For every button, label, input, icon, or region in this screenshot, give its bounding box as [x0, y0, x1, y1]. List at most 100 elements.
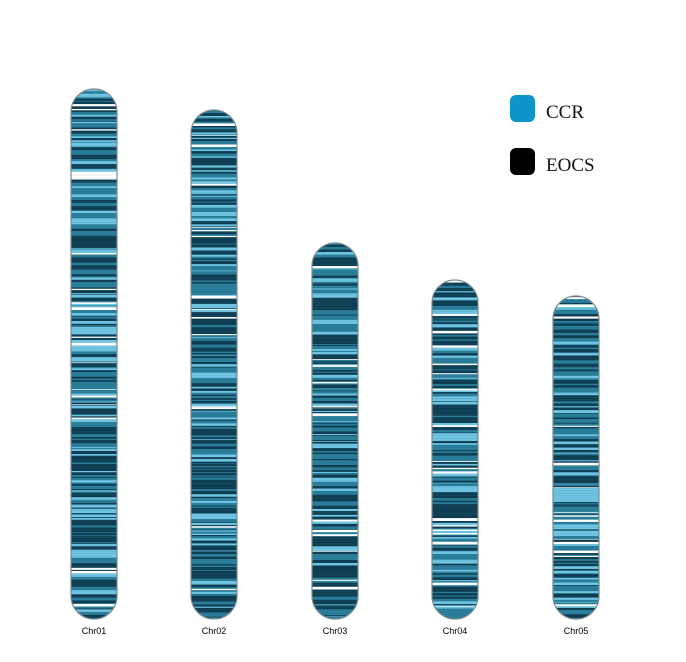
band: [71, 206, 117, 207]
band: [71, 499, 117, 502]
band: [553, 516, 599, 520]
band: [432, 353, 478, 356]
band: [71, 514, 117, 518]
band: [71, 147, 117, 148]
band: [191, 527, 237, 530]
band: [71, 485, 117, 488]
band: [553, 352, 599, 356]
band: [191, 241, 237, 244]
band: [432, 427, 478, 429]
band: [71, 451, 117, 455]
band: [312, 443, 358, 446]
band: [312, 351, 358, 355]
band: [71, 504, 117, 506]
band: [553, 487, 599, 489]
band: [71, 459, 117, 461]
band: [71, 305, 117, 307]
band: [312, 604, 358, 606]
band: [553, 595, 599, 597]
band: [191, 356, 237, 359]
band: [553, 524, 599, 528]
band: [312, 381, 358, 384]
band: [71, 594, 117, 597]
band: [191, 167, 237, 169]
band: [191, 434, 237, 436]
band: [312, 509, 358, 512]
band: [191, 113, 237, 116]
band: [553, 580, 599, 583]
band: [71, 146, 117, 148]
band: [71, 363, 117, 365]
band: [191, 492, 237, 495]
band: [191, 551, 237, 554]
band: [71, 336, 117, 338]
band: [71, 210, 117, 214]
band: [71, 106, 117, 109]
band: [312, 570, 358, 572]
band: [71, 417, 117, 420]
band: [191, 435, 237, 438]
band: [71, 611, 117, 615]
band: [432, 303, 478, 306]
band: [191, 340, 237, 343]
band: [432, 430, 478, 433]
band: [191, 615, 237, 617]
band: [312, 514, 358, 517]
band: [432, 311, 478, 315]
band: [71, 519, 117, 521]
band: [191, 535, 237, 537]
band: [191, 559, 237, 562]
band: [191, 235, 237, 238]
band: [71, 201, 117, 203]
band: [432, 378, 478, 380]
band: [312, 589, 358, 592]
band: [432, 480, 478, 483]
band: [312, 247, 358, 250]
band: [432, 552, 478, 555]
band: [191, 308, 237, 309]
band: [432, 514, 478, 517]
band: [432, 428, 478, 431]
band: [312, 278, 358, 280]
band: [71, 166, 117, 169]
band: [191, 556, 237, 560]
band: [312, 410, 358, 413]
band: [71, 114, 117, 117]
band: [312, 617, 358, 619]
band: [191, 196, 237, 199]
chromosome-group: Chr01 Chr02 Chr03 Chr04 Chr05: [70, 88, 600, 636]
band: [71, 376, 117, 379]
band: [191, 411, 237, 415]
band: [553, 588, 599, 592]
band: [71, 112, 117, 115]
band: [312, 250, 358, 253]
band: [432, 411, 478, 415]
band: [432, 502, 478, 504]
band: [71, 534, 117, 536]
band: [71, 244, 117, 248]
band: [71, 389, 117, 390]
band: [191, 419, 237, 421]
band: [432, 376, 478, 378]
band: [191, 410, 237, 412]
band: [71, 447, 117, 449]
band: [71, 248, 117, 250]
band: [553, 380, 599, 382]
band: [191, 616, 237, 618]
band: [71, 532, 117, 533]
band: [312, 350, 358, 352]
band: [191, 115, 237, 118]
band: [312, 508, 358, 509]
band: [71, 603, 117, 605]
band: [312, 562, 358, 566]
band: [553, 539, 599, 542]
chromosome-chr04: Chr04: [431, 279, 479, 636]
band: [71, 331, 117, 335]
band: [553, 410, 599, 414]
band: [553, 467, 599, 471]
band: [553, 561, 599, 563]
band: [312, 266, 358, 269]
band: [432, 571, 478, 574]
band: [432, 342, 478, 346]
